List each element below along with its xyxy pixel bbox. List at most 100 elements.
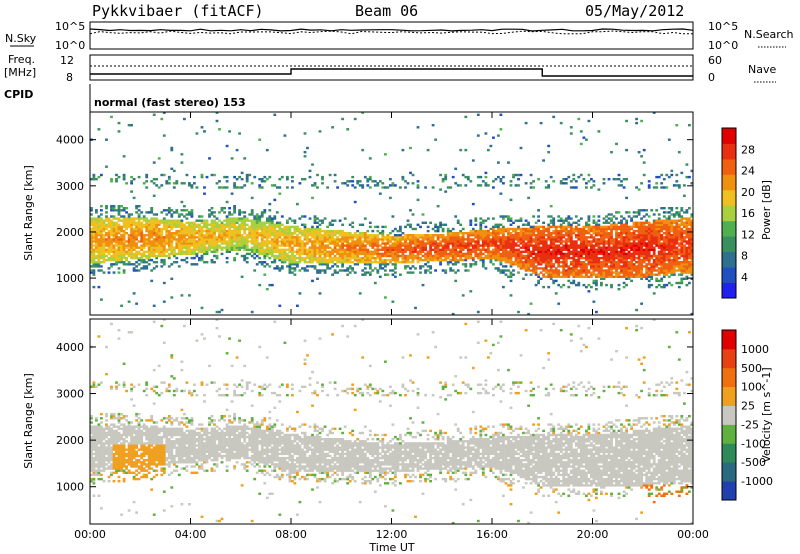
power-cell [607, 261, 611, 264]
power-cell [233, 248, 236, 251]
power-cell [625, 229, 628, 233]
power-cell [313, 252, 317, 256]
power-cell [92, 273, 96, 276]
power-cell [607, 267, 611, 270]
power-cell [358, 292, 362, 295]
power-cell [155, 234, 159, 237]
power-cell [617, 234, 621, 237]
power-cell [278, 178, 282, 181]
power-cell [348, 265, 352, 268]
power-cell [358, 238, 362, 241]
power-cell [100, 244, 103, 247]
power-cell [640, 302, 643, 305]
power-cell [615, 142, 618, 146]
power-cell [424, 248, 427, 251]
power-cell [188, 294, 191, 297]
power-cell [190, 238, 194, 241]
power-cell [190, 256, 194, 260]
power-cell [346, 184, 350, 187]
power-cell [391, 238, 395, 241]
power-cell [341, 238, 344, 241]
power-cell [185, 221, 189, 224]
power-cell [243, 244, 247, 247]
power-cell [416, 223, 420, 226]
power-cell [240, 236, 244, 239]
power-cell [569, 186, 573, 189]
power-cell [100, 209, 103, 212]
power-cell [162, 209, 166, 212]
power-cell [363, 236, 367, 239]
power-cell [404, 248, 407, 251]
power-cell [278, 256, 282, 260]
power-cell [283, 258, 287, 262]
power-cell [167, 219, 171, 222]
power-cell [177, 252, 181, 256]
power-cell [132, 292, 136, 295]
power-cell [409, 146, 412, 150]
power-cell [112, 229, 116, 233]
power-cell [557, 302, 561, 305]
power-cell [215, 221, 219, 224]
power-cell [270, 234, 274, 237]
power-cell [245, 261, 249, 264]
power-cell [419, 256, 422, 260]
power-cell [218, 225, 221, 229]
power-cell [567, 271, 571, 274]
power-cell [416, 180, 420, 183]
power-cell [368, 225, 372, 229]
power-cell [469, 263, 473, 266]
power-cell [97, 269, 101, 272]
power-cell [590, 285, 593, 289]
power-cell [579, 275, 583, 278]
power-cell [527, 223, 530, 226]
power-cell [183, 236, 186, 239]
power-cell [562, 240, 566, 243]
power-cell [321, 252, 324, 256]
power-cell [298, 252, 302, 256]
power-cell [318, 227, 322, 231]
power-cell [650, 227, 654, 231]
power-cell [311, 240, 314, 243]
power-cell [162, 223, 166, 226]
power-cell [517, 256, 520, 260]
power-cell [539, 246, 543, 249]
power-cell [97, 232, 101, 235]
power-cell [647, 269, 651, 272]
power-cell [524, 261, 528, 264]
power-cell [567, 221, 571, 224]
power-cell [306, 234, 309, 237]
power-cell [579, 240, 583, 243]
power-cell [313, 246, 317, 249]
power-cell [569, 256, 573, 260]
power-cell [544, 240, 548, 243]
power-cell [602, 232, 606, 235]
power-cell [351, 246, 355, 249]
power-cell [260, 248, 264, 251]
power-cell [554, 234, 558, 237]
power-cell [381, 240, 385, 243]
power-cell [215, 242, 219, 245]
power-cell [268, 250, 272, 253]
power-cell [484, 248, 488, 251]
power-cell [137, 240, 141, 243]
power-cell [190, 186, 194, 189]
power-cell [456, 234, 460, 237]
power-cell [436, 256, 440, 260]
power-cell [499, 248, 503, 251]
power-cell [137, 175, 141, 179]
power-cell [587, 263, 591, 266]
power-cell [562, 261, 566, 264]
power-cell [655, 221, 659, 224]
power-cell [647, 221, 651, 224]
power-cell [512, 234, 515, 237]
power-cell [303, 236, 307, 239]
power-cell [484, 244, 488, 247]
power-cell [145, 217, 149, 220]
power-cell [564, 269, 568, 272]
power-cell [617, 244, 621, 247]
power-cell [572, 281, 576, 285]
power-cell [321, 263, 324, 266]
power-cell [406, 248, 410, 251]
power-cell [240, 240, 244, 243]
power-cell [326, 246, 329, 249]
